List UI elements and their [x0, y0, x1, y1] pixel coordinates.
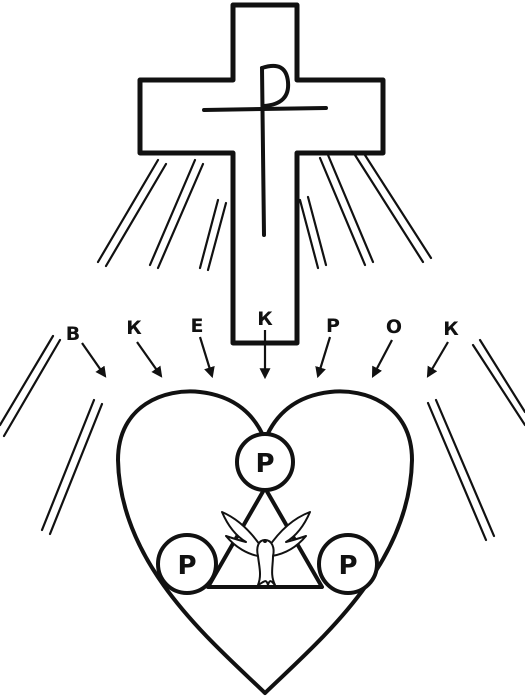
circle-right: Р: [317, 533, 379, 595]
letter-7: К: [443, 318, 459, 340]
letter-6: О: [386, 316, 402, 338]
letter-5: Р: [326, 315, 340, 337]
top-letters: В К Е К Р О К: [66, 308, 459, 345]
dove-icon: [221, 511, 311, 586]
heart-rays: [0, 334, 525, 542]
circle-left-letter: Р: [177, 551, 196, 581]
circle-top: Р: [235, 432, 295, 492]
cross-rays: [96, 150, 433, 272]
circle-right-letter: Р: [338, 551, 357, 581]
letter-3: Е: [191, 315, 204, 337]
chi-rho-icon: [202, 63, 328, 237]
circle-left: Р: [156, 533, 218, 595]
letter-1: В: [66, 323, 80, 345]
letter-4: К: [257, 308, 273, 330]
circle-top-letter: Р: [255, 449, 274, 479]
letter-2: К: [126, 317, 142, 339]
arrows: [81, 330, 449, 380]
